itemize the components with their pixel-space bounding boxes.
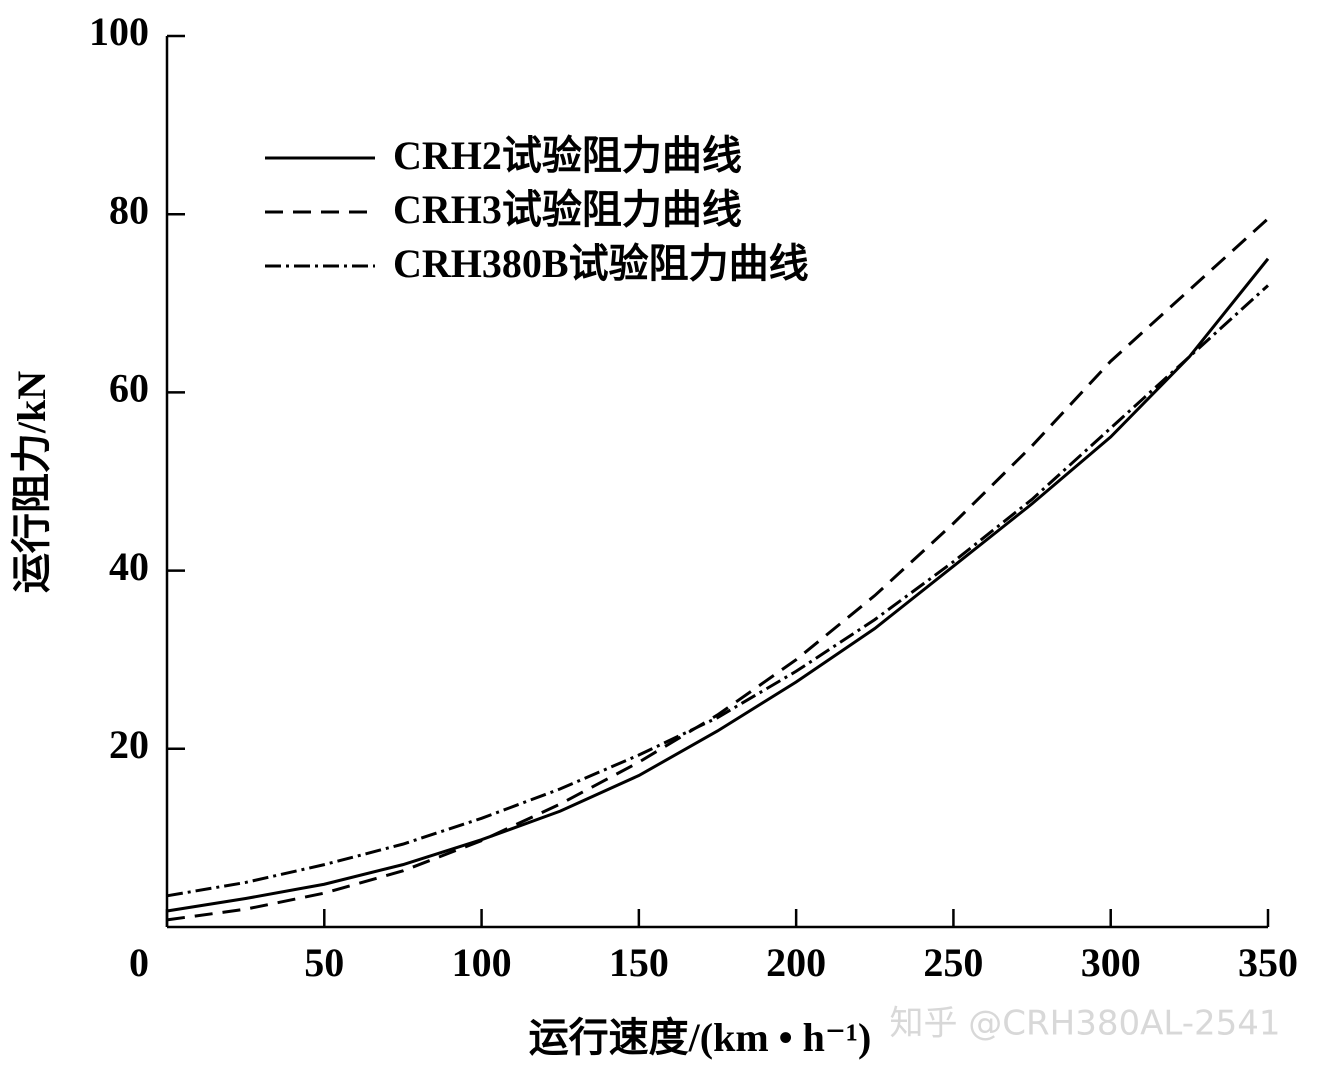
x-tick-label: 50 xyxy=(304,940,344,985)
x-tick-label: 250 xyxy=(923,940,983,985)
line xyxy=(166,257,1270,913)
legend-label: CRH380B试验阻力曲线 xyxy=(393,241,809,286)
line xyxy=(166,217,1270,922)
watermark: 知乎 @CRH380AL-2541 xyxy=(889,1004,1280,1044)
y-tick-label: 40 xyxy=(109,544,149,589)
y-tick-label: 20 xyxy=(109,722,149,767)
x-tick-label: 300 xyxy=(1081,940,1141,985)
x-tick-label: 0 xyxy=(129,940,149,985)
legend-label: CRH3试验阻力曲线 xyxy=(393,187,742,232)
x-tick-label: 100 xyxy=(452,940,512,985)
y-tick-label: 100 xyxy=(89,9,149,54)
x-tick-label: 350 xyxy=(1238,940,1298,985)
x-tick-label: 150 xyxy=(609,940,669,985)
legend-label: CRH2试验阻力曲线 xyxy=(393,133,742,178)
y-tick-label: 80 xyxy=(109,187,149,232)
line xyxy=(166,284,1270,898)
x-tick-label: 200 xyxy=(766,940,826,985)
y-tick-label: 60 xyxy=(109,366,149,411)
y-axis-label: 运行阻力/kN xyxy=(9,371,54,593)
x-axis-label: 运行速度/(km • h⁻¹) xyxy=(529,1015,872,1060)
